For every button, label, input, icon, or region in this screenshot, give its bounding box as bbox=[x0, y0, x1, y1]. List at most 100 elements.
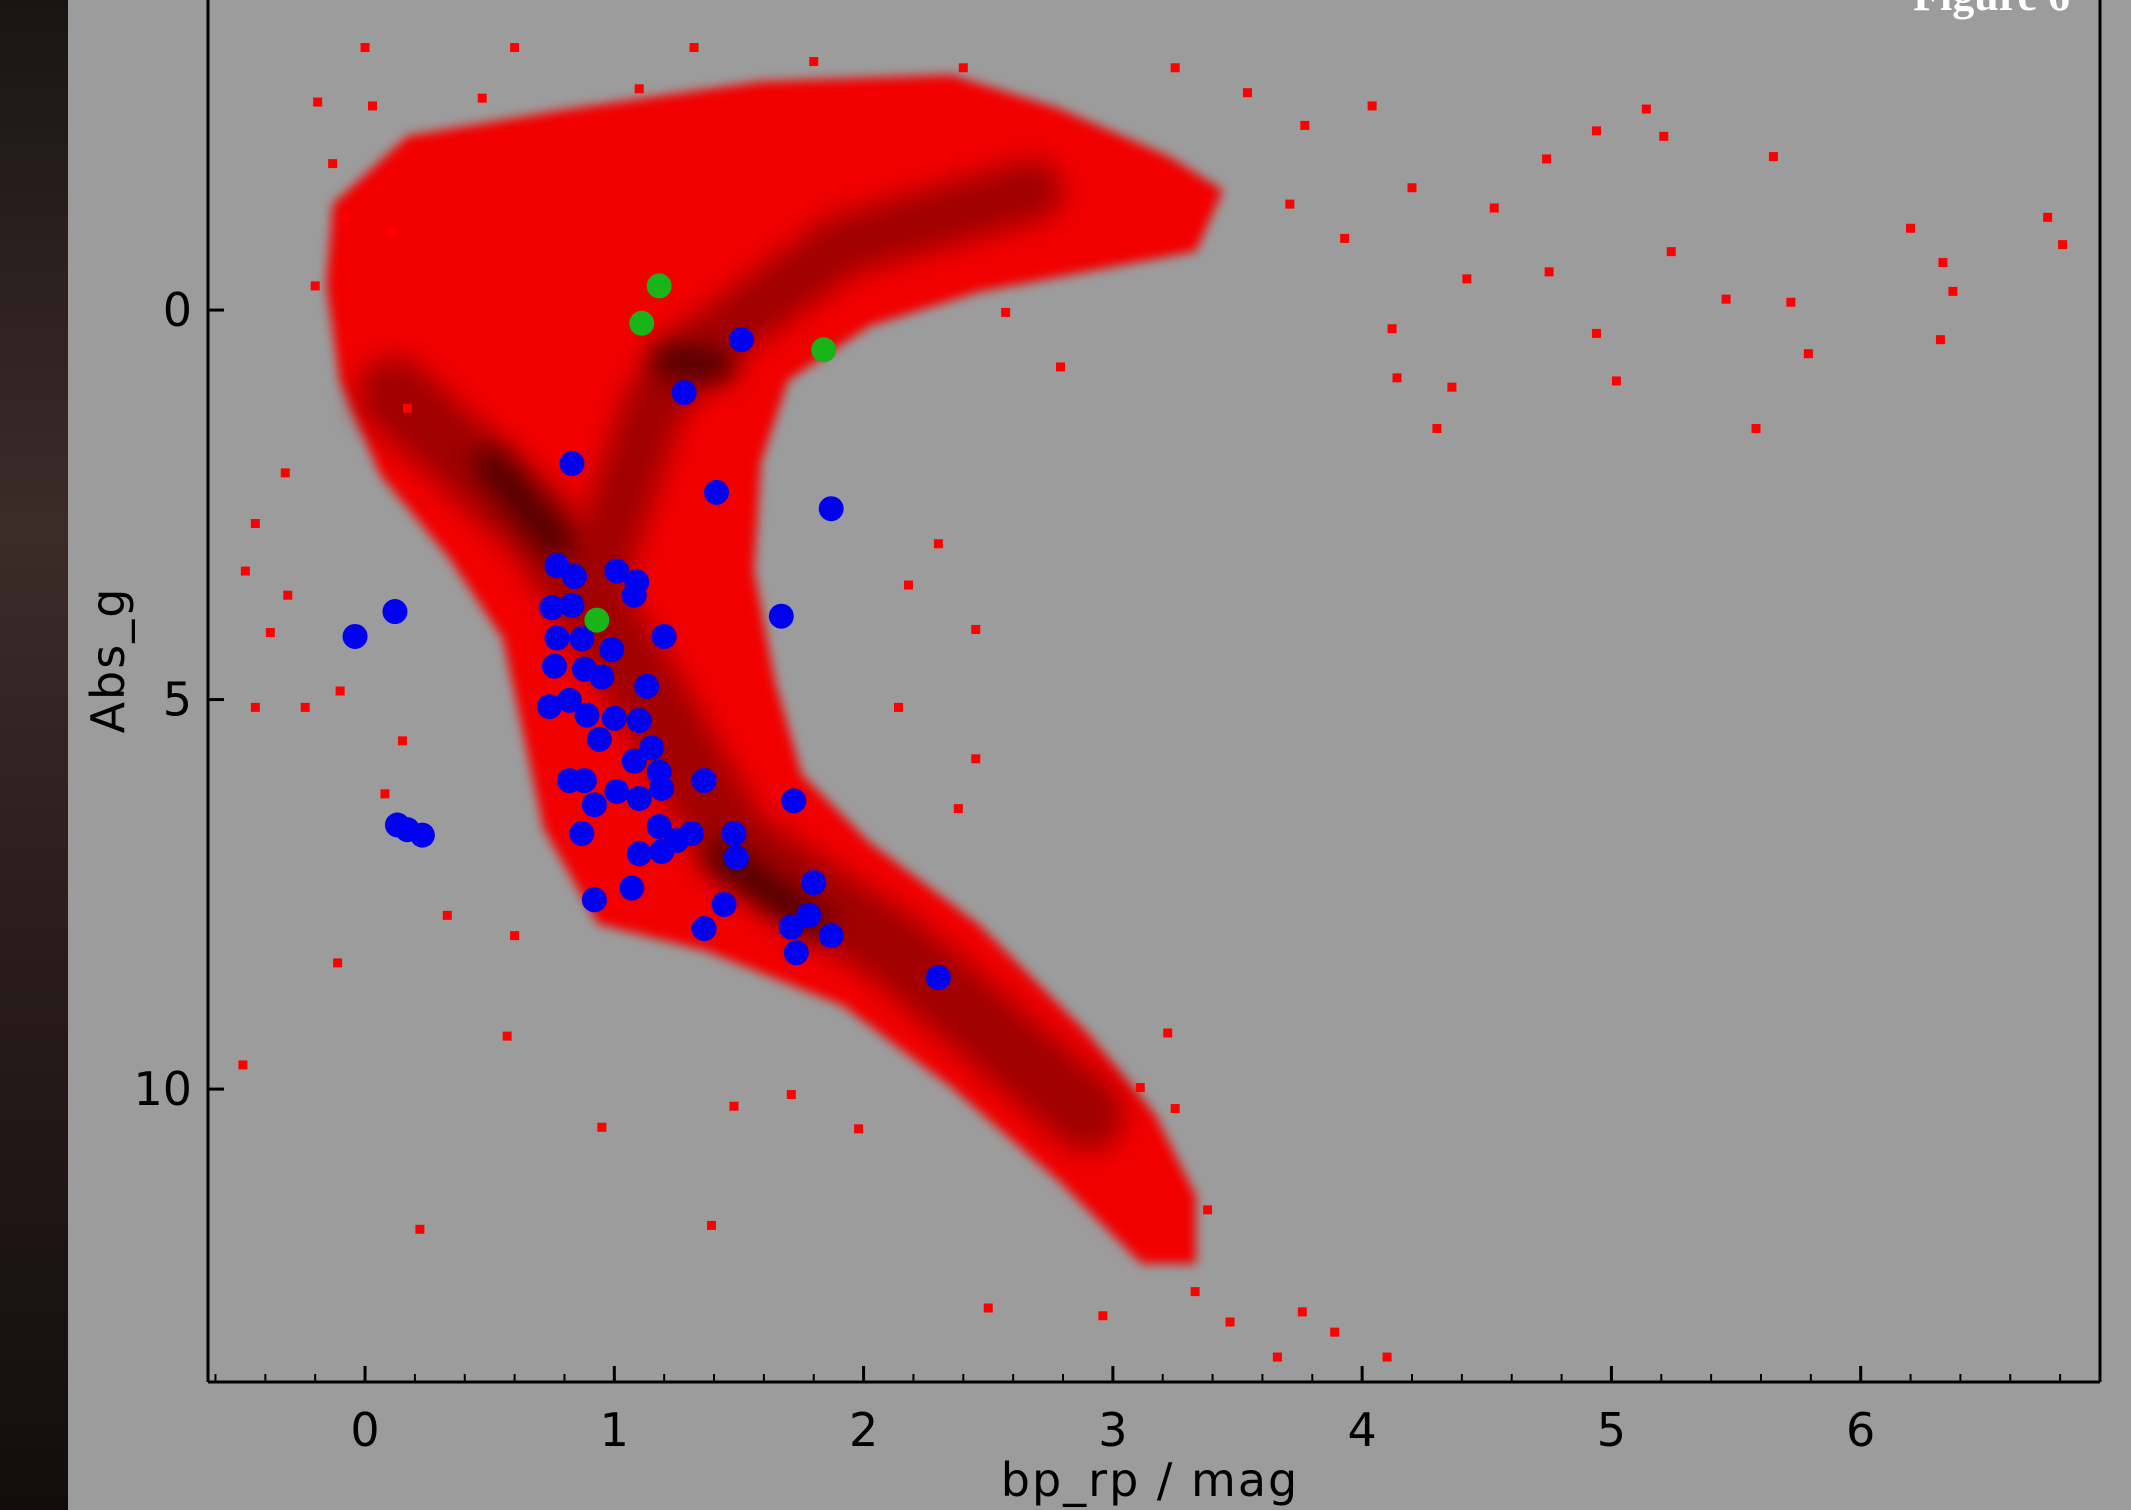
point bbox=[704, 479, 730, 505]
point bbox=[953, 804, 963, 814]
point bbox=[586, 726, 612, 752]
x-tick-label: 6 bbox=[1846, 1403, 1875, 1457]
point bbox=[561, 563, 587, 589]
point bbox=[599, 637, 625, 663]
point bbox=[721, 821, 747, 847]
point bbox=[651, 623, 677, 649]
point bbox=[691, 768, 717, 794]
point bbox=[1001, 307, 1011, 317]
point bbox=[1367, 101, 1377, 111]
point bbox=[342, 623, 368, 649]
point bbox=[333, 958, 343, 968]
x-tick-label: 3 bbox=[1098, 1403, 1127, 1457]
point bbox=[796, 902, 822, 928]
point bbox=[1447, 382, 1457, 392]
point bbox=[402, 403, 412, 413]
point bbox=[544, 625, 570, 651]
y-tick-label: 10 bbox=[133, 1062, 192, 1116]
point bbox=[340, 212, 350, 222]
y-axis-title: Abs_g bbox=[81, 587, 135, 734]
point bbox=[604, 558, 630, 584]
point bbox=[1906, 223, 1916, 233]
point bbox=[597, 1122, 607, 1132]
point bbox=[634, 84, 644, 94]
point bbox=[1163, 1028, 1173, 1038]
y-tick-label: 5 bbox=[163, 673, 192, 727]
point bbox=[1056, 362, 1066, 372]
point bbox=[604, 778, 630, 804]
point bbox=[1935, 335, 1945, 345]
point bbox=[933, 539, 943, 549]
point bbox=[801, 870, 827, 896]
point bbox=[502, 1031, 512, 1041]
point bbox=[1098, 1311, 1108, 1321]
point bbox=[442, 910, 452, 920]
point bbox=[250, 519, 260, 529]
point bbox=[903, 580, 913, 590]
point bbox=[1938, 258, 1948, 268]
point bbox=[1190, 1287, 1200, 1297]
point bbox=[691, 916, 717, 942]
x-tick-label: 5 bbox=[1597, 1403, 1626, 1457]
point bbox=[1611, 376, 1621, 386]
axes bbox=[206, 0, 2102, 1384]
point bbox=[1382, 1352, 1392, 1362]
point bbox=[971, 624, 981, 634]
point bbox=[893, 702, 903, 712]
point bbox=[1330, 1327, 1340, 1337]
point bbox=[571, 768, 597, 794]
point bbox=[854, 1124, 864, 1134]
point bbox=[1786, 297, 1796, 307]
point bbox=[368, 101, 378, 111]
point bbox=[723, 845, 749, 871]
point bbox=[639, 735, 665, 761]
point bbox=[559, 451, 585, 477]
point bbox=[1407, 183, 1417, 193]
point bbox=[539, 595, 565, 621]
point bbox=[589, 664, 615, 690]
point bbox=[1489, 203, 1499, 213]
point bbox=[811, 337, 837, 363]
point bbox=[574, 702, 600, 728]
point bbox=[1242, 88, 1252, 98]
point bbox=[711, 891, 737, 917]
point bbox=[781, 788, 807, 814]
point bbox=[621, 582, 647, 608]
point bbox=[626, 786, 652, 812]
point bbox=[569, 821, 595, 847]
x-tick-label: 0 bbox=[350, 1403, 379, 1457]
point bbox=[626, 841, 652, 867]
density-region bbox=[326, 74, 1224, 1264]
point bbox=[328, 159, 338, 169]
point bbox=[1203, 1205, 1213, 1215]
point bbox=[510, 43, 520, 53]
point bbox=[300, 702, 310, 712]
point bbox=[783, 940, 809, 966]
x-tick-label: 1 bbox=[600, 1403, 629, 1457]
point bbox=[1641, 104, 1651, 114]
x-tick-label: 4 bbox=[1348, 1403, 1377, 1457]
point bbox=[1387, 324, 1397, 334]
point bbox=[728, 327, 754, 353]
point bbox=[626, 708, 652, 734]
point bbox=[510, 931, 520, 941]
point bbox=[2043, 212, 2053, 222]
x-axis-title: bp_rp / mag bbox=[1001, 1453, 1299, 1507]
point bbox=[250, 702, 260, 712]
point bbox=[415, 1224, 425, 1234]
point bbox=[569, 626, 595, 652]
x-tick-label: 2 bbox=[849, 1403, 878, 1457]
point bbox=[265, 628, 275, 638]
point bbox=[1948, 286, 1958, 296]
point bbox=[1751, 423, 1761, 433]
point bbox=[646, 814, 672, 840]
point bbox=[634, 673, 660, 699]
point bbox=[925, 965, 951, 991]
point bbox=[818, 923, 844, 949]
point bbox=[1392, 373, 1402, 383]
point bbox=[1300, 120, 1310, 130]
point bbox=[1721, 294, 1731, 304]
point bbox=[1432, 423, 1442, 433]
point bbox=[809, 57, 819, 67]
point bbox=[971, 754, 981, 764]
